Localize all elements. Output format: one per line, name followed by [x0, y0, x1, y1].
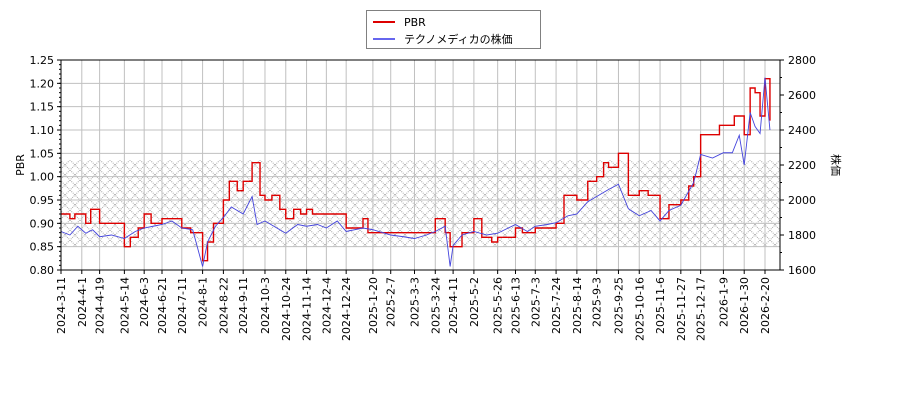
x-tick-label: 2026-2-20 — [759, 277, 772, 334]
x-tick-label: 2025-1-20 — [367, 277, 380, 334]
y-tick-label-right: 2600 — [788, 89, 816, 102]
y-tick-label-left: 1.00 — [30, 171, 55, 184]
x-tick-label: 2025-6-13 — [509, 277, 522, 334]
x-tick-label: 2025-11-27 — [675, 277, 688, 341]
x-tick-label: 2025-5-2 — [468, 277, 481, 327]
x-tick-label: 2024-6-21 — [156, 277, 169, 334]
y-tick-label-left: 0.85 — [30, 241, 55, 254]
y-tick-label-left: 0.90 — [30, 217, 55, 230]
legend-label-price: テクノメディカの株価 — [404, 33, 513, 46]
x-tick-label: 2024-8-1 — [197, 277, 210, 327]
x-tick-label: 2025-7-24 — [550, 277, 563, 334]
shaded-pbr-band — [61, 160, 780, 247]
y-tick-label-left: 1.25 — [30, 54, 55, 67]
x-tick-label: 2025-3-24 — [429, 277, 442, 334]
legend-label-pbr: PBR — [404, 15, 426, 29]
x-tick-label: 2026-1-30 — [738, 277, 751, 334]
x-tick-label: 2025-2-7 — [385, 277, 398, 327]
legend-entry-pbr: PBR — [373, 14, 426, 30]
x-tick-label: 2025-8-14 — [571, 277, 584, 334]
y-tick-label-left: 1.20 — [30, 77, 55, 90]
x-tick-label: 2024-3-11 — [55, 277, 68, 334]
x-tick-label: 2025-9-25 — [612, 277, 625, 334]
legend-entry-price: テクノメディカの株価 — [373, 31, 513, 47]
y-axis-label-left: PBR — [14, 154, 27, 176]
y-tick-label-right: 2000 — [788, 194, 816, 207]
x-tick-label: 2026-1-9 — [717, 277, 730, 327]
x-tick-label: 2025-11-6 — [654, 277, 667, 334]
legend-swatch-pbr — [373, 21, 395, 23]
x-tick-label: 2025-4-11 — [447, 277, 460, 334]
y-tick-label-left: 1.05 — [30, 147, 55, 160]
x-tick-label: 2024-10-3 — [259, 277, 272, 334]
y-tick-label-left: 1.10 — [30, 124, 55, 137]
x-tick-label: 2024-11-14 — [301, 277, 314, 341]
x-tick-label: 2024-9-11 — [237, 277, 250, 334]
x-tick-label: 2025-7-3 — [529, 277, 542, 327]
x-tick-label: 2024-4-19 — [94, 277, 107, 334]
data-series — [60, 77, 771, 267]
y-tick-label-left: 0.95 — [30, 194, 55, 207]
x-tick-label: 2024-4-1 — [76, 277, 89, 327]
x-tick-label: 2024-6-3 — [138, 277, 151, 327]
x-tick-label: 2025-9-3 — [591, 277, 604, 327]
legend: PBR テクノメディカの株価 — [366, 10, 541, 49]
y-tick-label-right: 1600 — [788, 264, 816, 277]
x-tick-label: 2025-5-26 — [492, 277, 505, 334]
y-tick-label-right: 2800 — [788, 54, 816, 67]
y-tick-label-right: 2200 — [788, 159, 816, 172]
x-tick-label: 2024-12-24 — [340, 277, 353, 341]
x-tick-label: 2025-10-16 — [633, 277, 646, 341]
y-tick-label-right: 2400 — [788, 124, 816, 137]
series-line-1 — [60, 77, 771, 267]
x-tick-label: 2025-12-17 — [695, 277, 708, 341]
x-tick-label: 2024-8-22 — [217, 277, 230, 334]
y-tick-label-right: 1800 — [788, 229, 816, 242]
legend-swatch-price — [373, 38, 395, 40]
y-axis-label-right: 株価 — [829, 154, 843, 176]
hatched-band — [61, 160, 780, 247]
x-tick-label: 2024-10-24 — [280, 277, 293, 341]
y-tick-label-left: 1.15 — [30, 101, 55, 114]
x-tick-label: 2024-12-4 — [320, 277, 333, 334]
x-tick-label: 2025-3-3 — [408, 277, 421, 327]
x-tick-label: 2024-7-11 — [176, 277, 189, 334]
x-tick-label: 2024-5-14 — [118, 277, 131, 334]
y-tick-label-left: 0.80 — [30, 264, 55, 277]
axes: 0.80 0.85 0.90 0.95 1.00 1.05 1.10 1.15 1.20 1.25… — [30, 54, 817, 341]
